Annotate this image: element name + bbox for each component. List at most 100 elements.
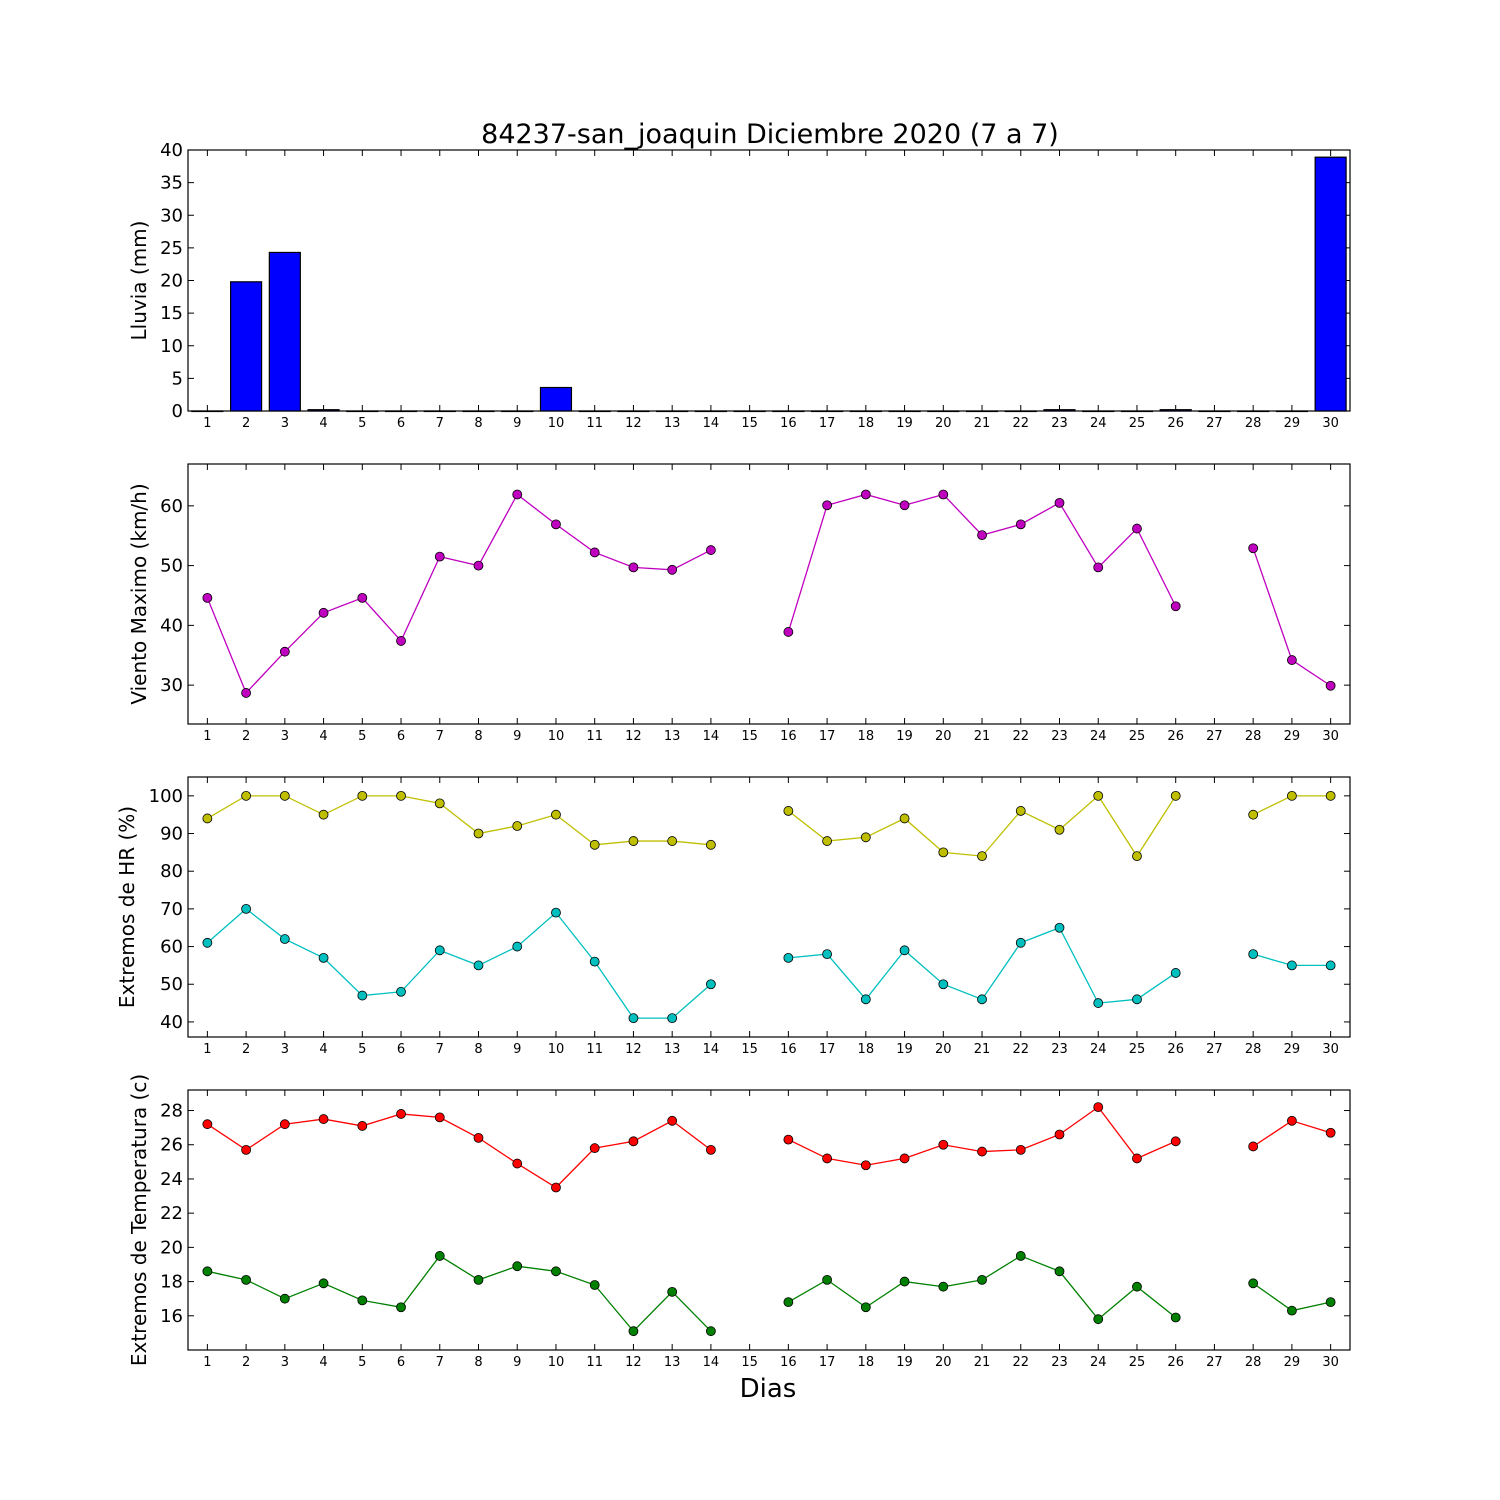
point-temp-min-day-1 — [202, 1266, 213, 1277]
x-tick-label: 10 — [548, 729, 565, 744]
x-tick-label: 18 — [858, 1042, 875, 1057]
x-tick-label: 26 — [1167, 1042, 1184, 1057]
x-tick-label: 22 — [1012, 1042, 1029, 1057]
x-tick-label: 29 — [1284, 1042, 1301, 1057]
x-tick-label: 3 — [281, 416, 289, 431]
x-tick-label: 7 — [436, 416, 444, 431]
x-tick-label: 3 — [281, 1042, 289, 1057]
bar-day-12 — [617, 410, 650, 413]
y-tick-label: 50 — [160, 556, 183, 577]
point-wind-max-day-23 — [1054, 497, 1065, 508]
x-tick-label: 15 — [741, 416, 758, 431]
x-tick-label: 21 — [974, 1042, 991, 1057]
point-temp-max-day-24 — [1093, 1102, 1104, 1113]
point-wind-max-day-20 — [938, 489, 949, 500]
x-tick-label: 7 — [436, 1355, 444, 1370]
plot-frame — [187, 463, 1351, 725]
point-hr-max-day-17 — [822, 836, 832, 846]
point-temp-max-day-26 — [1170, 1136, 1181, 1147]
point-wind-max-day-30 — [1325, 680, 1336, 691]
point-temp-max-day-16 — [783, 1134, 794, 1145]
x-tick-label: 14 — [703, 416, 720, 431]
x-tick-label: 27 — [1206, 1042, 1223, 1057]
x-tick-label: 8 — [474, 1355, 482, 1370]
x-tick-label: 9 — [513, 1042, 521, 1057]
point-temp-max-day-1 — [202, 1119, 213, 1130]
point-temp-min-day-9 — [512, 1261, 523, 1272]
bar-day-10 — [539, 386, 573, 412]
x-tick-label: 4 — [319, 1042, 327, 1057]
point-hr-max-day-23 — [1054, 824, 1065, 835]
x-tick-label: 28 — [1245, 1355, 1262, 1370]
y-tick-label: 24 — [160, 1169, 183, 1190]
series-line-hr-max — [787, 794, 1177, 858]
x-tick-label: 2 — [242, 416, 250, 431]
bar-day-2 — [230, 281, 263, 412]
point-wind-max-day-14 — [706, 545, 716, 555]
point-temp-max-day-23 — [1054, 1129, 1065, 1140]
plot-frame — [187, 1089, 1351, 1351]
point-hr-min-day-28 — [1248, 949, 1259, 960]
point-temp-max-day-30 — [1325, 1127, 1336, 1138]
point-hr-max-day-13 — [667, 836, 678, 846]
bar-day-21 — [965, 410, 999, 413]
x-tick-label: 3 — [281, 729, 289, 744]
x-tick-label: 24 — [1090, 416, 1107, 431]
series-line-temp-min — [788, 1255, 1177, 1321]
bar-day-24 — [1082, 410, 1115, 413]
x-tick-label: 21 — [974, 729, 991, 744]
point-temp-min-day-21 — [977, 1274, 987, 1285]
point-temp-max-day-2 — [241, 1144, 252, 1155]
point-temp-max-day-25 — [1132, 1153, 1142, 1164]
point-hr-max-day-4 — [318, 809, 329, 820]
series-line-temp-min — [207, 1255, 712, 1333]
x-tick-label: 24 — [1090, 729, 1107, 744]
point-hr-max-day-3 — [279, 790, 290, 801]
point-temp-max-day-11 — [589, 1143, 600, 1154]
point-hr-max-day-22 — [1015, 806, 1026, 816]
series-line-temp-max — [788, 1106, 1176, 1166]
series-line-hr-min — [788, 926, 1177, 1004]
bar-day-29 — [1275, 410, 1308, 413]
x-tick-label: 15 — [741, 729, 758, 744]
x-tick-label: 30 — [1322, 1042, 1339, 1057]
point-temp-max-day-13 — [667, 1115, 678, 1126]
series-line-wind-max — [787, 493, 1177, 633]
x-tick-label: 8 — [474, 729, 482, 744]
point-wind-max-day-5 — [357, 592, 368, 603]
x-tick-label: 30 — [1322, 1355, 1339, 1370]
point-hr-min-day-18 — [860, 994, 871, 1005]
point-hr-max-day-2 — [241, 790, 252, 801]
bar-day-28 — [1237, 410, 1270, 413]
x-tick-label: 30 — [1322, 416, 1339, 431]
x-tick-label: 30 — [1322, 729, 1339, 744]
x-tick-label: 11 — [586, 729, 603, 744]
series-line-temp-max — [207, 1113, 712, 1189]
point-wind-max-day-29 — [1287, 655, 1297, 665]
x-tick-label: 2 — [242, 1042, 250, 1057]
bar-day-18 — [849, 410, 882, 413]
point-wind-max-day-17 — [822, 500, 832, 511]
bar-day-16 — [772, 410, 805, 413]
point-hr-max-day-11 — [589, 839, 600, 850]
x-tick-label: 1 — [203, 729, 211, 744]
bar-day-27 — [1198, 410, 1231, 413]
point-hr-min-day-21 — [977, 994, 987, 1005]
point-hr-max-day-5 — [357, 790, 368, 801]
x-tick-label: 17 — [819, 1355, 836, 1370]
point-hr-min-day-7 — [434, 945, 445, 956]
x-tick-label: 28 — [1245, 729, 1262, 744]
point-hr-max-day-18 — [860, 832, 871, 843]
series-line-hr-max — [207, 795, 711, 846]
x-tick-label: 28 — [1245, 416, 1262, 431]
y-tick-label: 40 — [160, 1012, 183, 1033]
bar-day-26 — [1159, 409, 1192, 412]
y-tick-label: 30 — [160, 205, 183, 226]
y-tick-label: 18 — [160, 1272, 183, 1293]
series-line-hr-min — [206, 908, 712, 1019]
point-temp-max-day-6 — [396, 1109, 406, 1119]
point-wind-max-day-12 — [628, 562, 639, 573]
x-axis-label: Dias — [740, 1374, 797, 1404]
x-tick-label: 4 — [319, 416, 327, 431]
